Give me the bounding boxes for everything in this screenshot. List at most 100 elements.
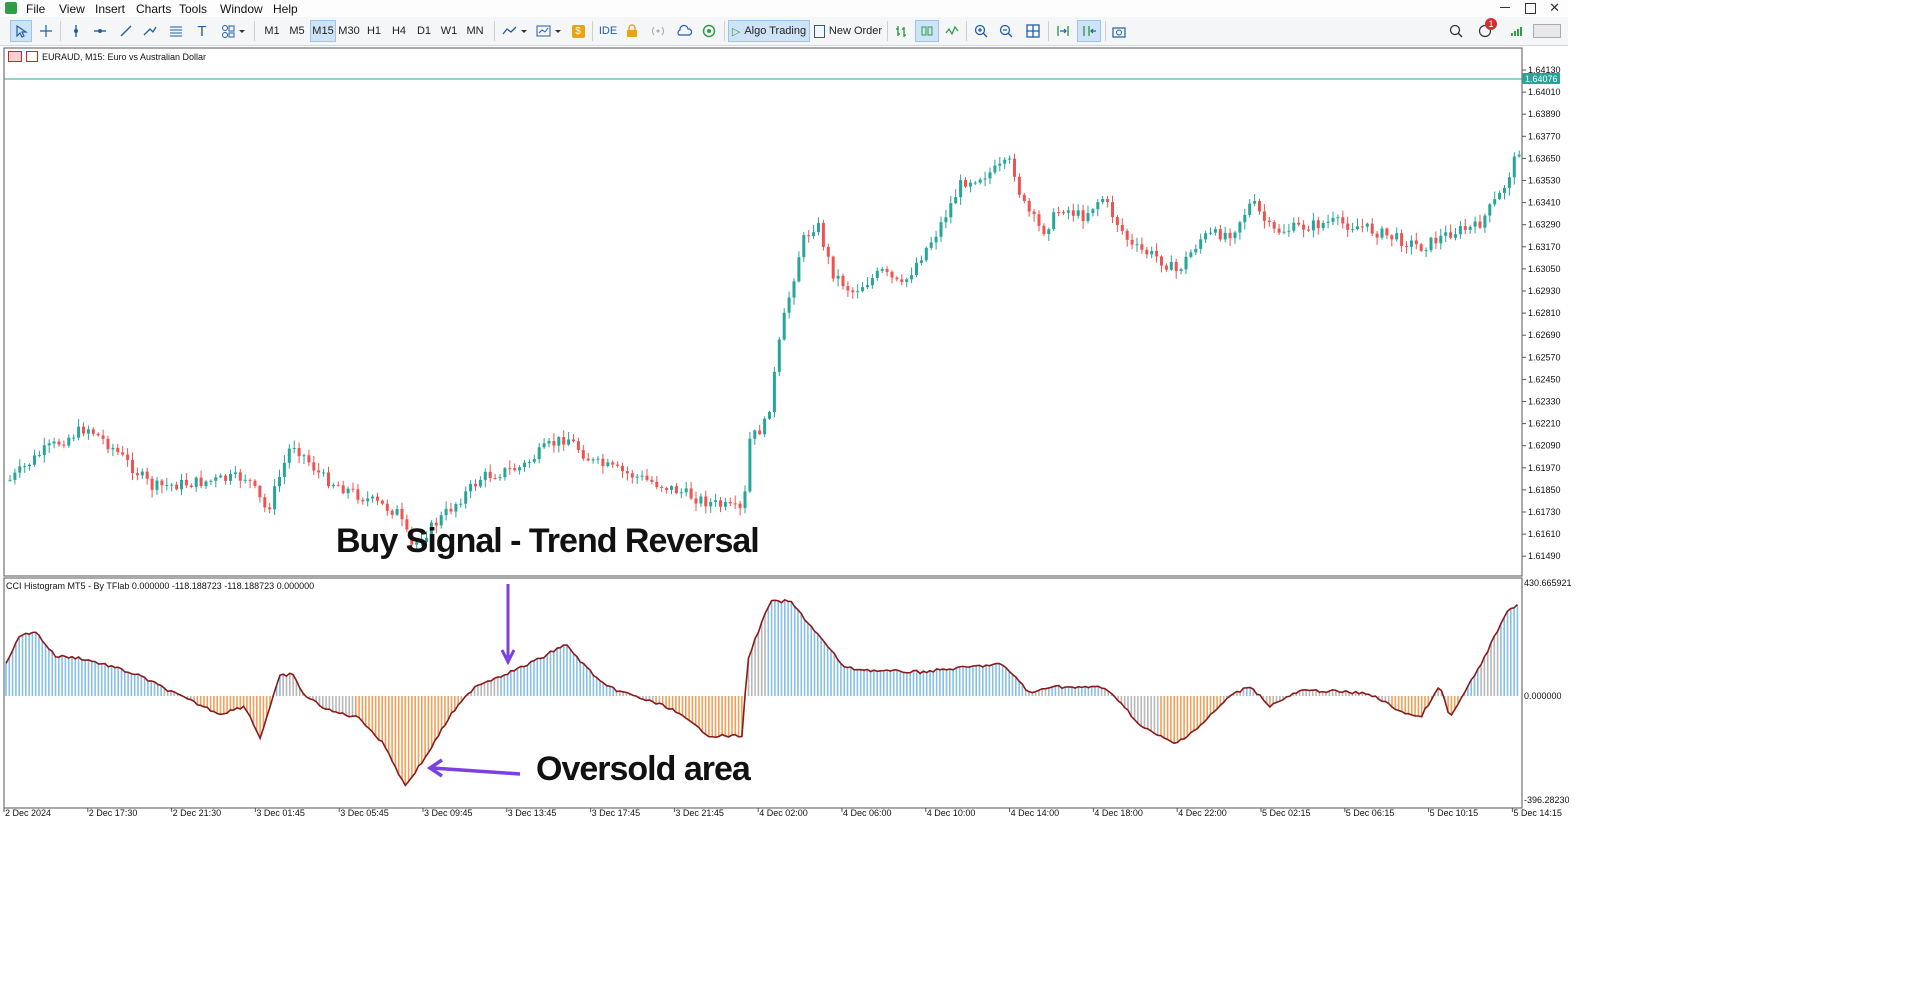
menu-insert[interactable]: Insert <box>95 2 126 16</box>
lock-icon[interactable] <box>622 20 642 42</box>
play-icon: ▷ <box>731 25 741 38</box>
fibonacci-icon[interactable] <box>166 20 186 42</box>
cursor-icon[interactable] <box>10 20 32 42</box>
bar-chart-icon[interactable] <box>891 20 911 42</box>
price-tick-label: 1.61490 <box>1528 551 1561 561</box>
tf-m30[interactable]: M30 <box>338 25 360 37</box>
candle-body <box>1395 233 1399 240</box>
candle-body <box>1311 220 1315 231</box>
autoscroll-icon[interactable] <box>1052 20 1074 42</box>
close-window-button[interactable]: ✕ <box>1549 0 1560 15</box>
tf-d1[interactable]: D1 <box>416 25 432 37</box>
candle-body <box>1346 223 1350 230</box>
horizontal-line-icon[interactable] <box>90 20 110 42</box>
zoom-in-icon[interactable] <box>971 20 991 42</box>
cloud-icon[interactable] <box>673 20 695 42</box>
trendline-icon[interactable] <box>116 20 136 42</box>
price-tick-label: 1.61610 <box>1528 529 1561 539</box>
candle-body <box>376 496 379 501</box>
candlestick-icon[interactable] <box>915 20 939 42</box>
chart-canvas[interactable]: 1.64130 1.64010 1.63890 1.63770 1.63650 1.635… <box>0 46 1568 822</box>
candle-body <box>483 471 487 480</box>
crosshair-icon[interactable] <box>36 20 56 42</box>
tf-h1[interactable]: H1 <box>366 25 382 37</box>
account-icon[interactable] <box>1530 20 1564 42</box>
tf-w1[interactable]: W1 <box>440 25 458 37</box>
menu-help[interactable]: Help <box>273 2 298 16</box>
shapes-dropdown-icon[interactable] <box>218 20 248 42</box>
time-tick-label: 5 Dec 02:15 <box>1262 808 1311 818</box>
candle-body <box>1194 248 1198 253</box>
algo-trading-button[interactable]: ▷ Algo Trading <box>728 20 810 42</box>
menu-charts[interactable]: Charts <box>136 2 172 16</box>
candle-body <box>1111 202 1114 218</box>
maximize-button[interactable] <box>1525 3 1536 14</box>
candle-body <box>919 260 923 263</box>
candle-body <box>1498 192 1502 200</box>
money-icon[interactable]: $ <box>568 20 588 42</box>
vertical-line-icon[interactable] <box>66 20 86 42</box>
candle-body <box>126 454 130 460</box>
candle-body <box>576 441 580 450</box>
candle-body <box>591 459 595 461</box>
candle-body <box>317 470 321 473</box>
candle-body <box>1042 225 1046 235</box>
price-tick-label: 1.62930 <box>1528 286 1561 296</box>
tf-m1[interactable]: M1 <box>264 25 280 37</box>
vps-icon[interactable] <box>699 20 719 42</box>
price-tick-label: 1.62690 <box>1528 330 1561 340</box>
menu-window[interactable]: Window <box>220 2 263 16</box>
minimize-button[interactable] <box>1500 7 1510 8</box>
candle-body <box>101 435 105 439</box>
channel-icon[interactable] <box>140 20 160 42</box>
candle-body <box>425 537 428 543</box>
candle-body <box>1204 233 1208 240</box>
signal-strength-icon[interactable] <box>1506 20 1526 42</box>
new-order-button[interactable]: New Order <box>813 20 883 42</box>
tf-mn[interactable]: MN <box>466 25 484 37</box>
candle-body <box>625 471 629 474</box>
chart-window[interactable]: 1.64130 1.64010 1.63890 1.63770 1.63650 1.635… <box>0 46 1572 822</box>
search-icon[interactable] <box>1446 20 1466 42</box>
line-chart-icon[interactable] <box>942 20 962 42</box>
candle-body <box>993 165 997 173</box>
candle-body <box>797 257 801 282</box>
candle-body <box>488 471 492 478</box>
candle-body <box>1473 221 1477 227</box>
chart-shift-icon[interactable] <box>1077 20 1101 42</box>
grid-tile-icon[interactable] <box>1022 20 1044 42</box>
time-tick-label: 3 Dec 17:45 <box>592 808 641 818</box>
notifications-icon[interactable]: 1 <box>1472 18 1498 42</box>
candle-body <box>121 452 125 455</box>
candle-body <box>1199 239 1203 249</box>
tf-m5[interactable]: M5 <box>289 25 305 37</box>
candle-body <box>513 468 517 471</box>
menu-tools[interactable]: Tools <box>179 2 208 16</box>
indicators-dropdown-icon[interactable] <box>500 20 530 42</box>
ide-button[interactable]: IDE <box>598 25 618 37</box>
candle-body <box>851 290 855 293</box>
candle-body <box>1013 158 1016 177</box>
menu-file[interactable]: File <box>26 2 46 16</box>
candle-body <box>870 278 874 286</box>
screenshot-icon[interactable] <box>1109 20 1129 42</box>
candle-body <box>312 462 316 471</box>
candle-body <box>890 271 894 278</box>
tf-m15[interactable]: M15 <box>310 20 336 42</box>
text-tool-icon[interactable]: T <box>197 22 207 40</box>
menu-view[interactable]: View <box>59 2 85 16</box>
signal-icon[interactable] <box>648 20 668 42</box>
candle-body <box>1032 211 1036 215</box>
candle-body <box>42 445 46 455</box>
chart-template-icon[interactable] <box>534 20 564 42</box>
candle-body <box>1233 232 1237 239</box>
zoom-out-icon[interactable] <box>996 20 1016 42</box>
candle-body <box>248 479 252 481</box>
candle-body <box>983 178 987 180</box>
candle-body <box>1351 229 1355 231</box>
candle-body <box>454 504 458 512</box>
candle-body <box>1419 244 1423 251</box>
tf-h4[interactable]: H4 <box>391 25 407 37</box>
candle-body <box>1022 194 1026 201</box>
candle-body <box>527 461 531 463</box>
